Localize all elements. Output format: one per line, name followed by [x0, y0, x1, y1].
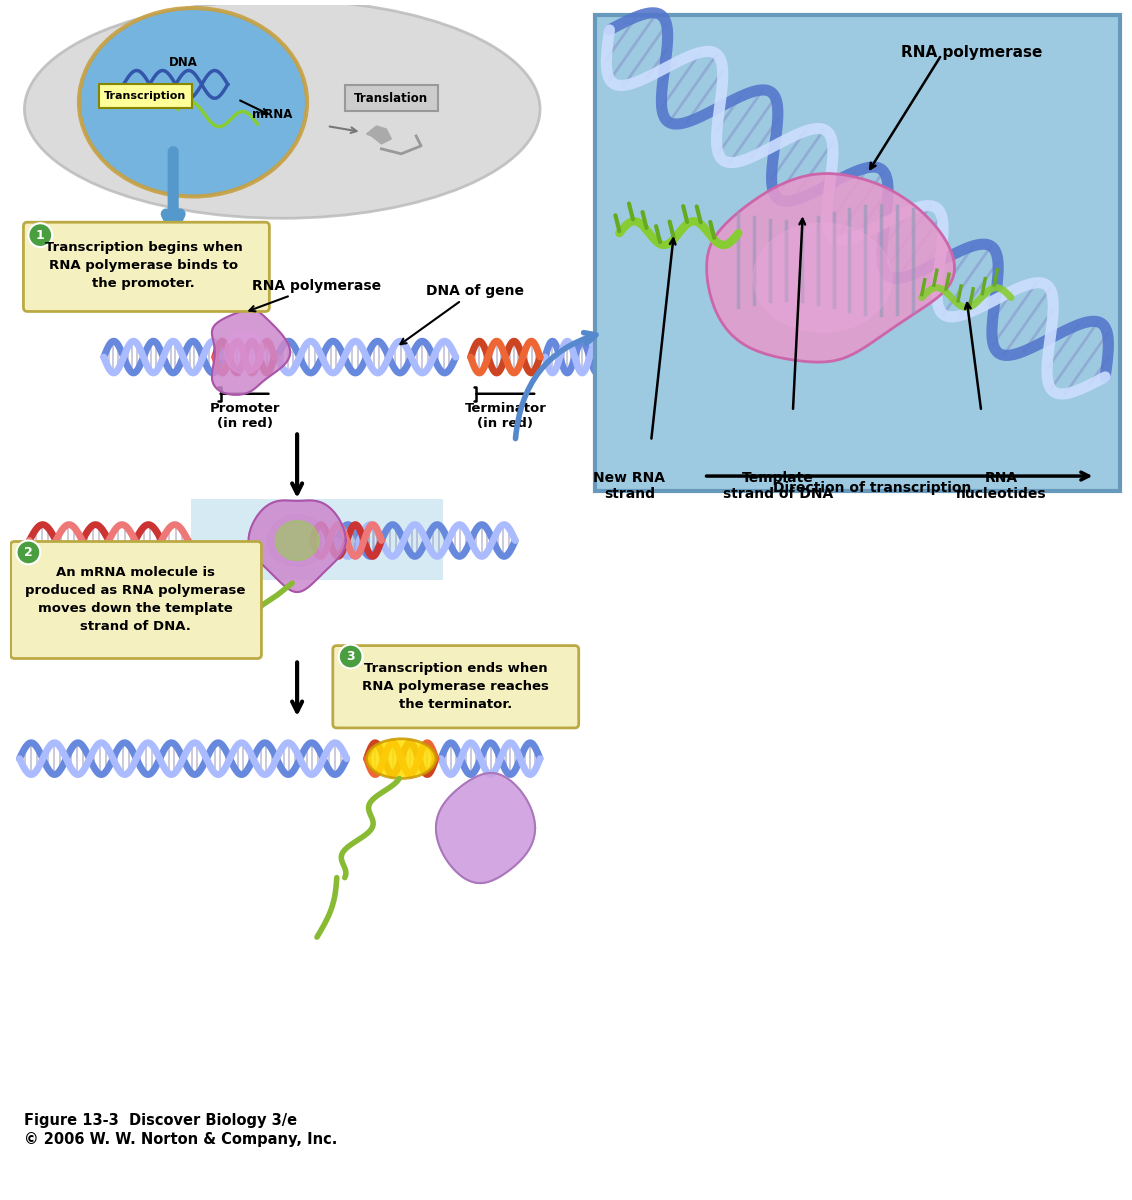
Polygon shape — [706, 174, 954, 362]
FancyBboxPatch shape — [594, 14, 1120, 491]
Text: 2: 2 — [24, 546, 33, 559]
Text: © 2006 W. W. Norton & Company, Inc.: © 2006 W. W. Norton & Company, Inc. — [25, 1133, 337, 1147]
Text: DNA of gene: DNA of gene — [401, 283, 524, 344]
Circle shape — [28, 223, 52, 247]
Text: 3: 3 — [346, 650, 355, 664]
Text: DNA: DNA — [169, 56, 197, 70]
Text: RNA polymerase: RNA polymerase — [901, 44, 1043, 60]
Ellipse shape — [79, 8, 307, 197]
Polygon shape — [249, 500, 345, 592]
Polygon shape — [267, 515, 327, 566]
Ellipse shape — [25, 0, 540, 218]
Polygon shape — [275, 521, 319, 560]
Text: Promoter
(in red): Promoter (in red) — [209, 402, 280, 430]
Text: RNA
nucleotides: RNA nucleotides — [955, 472, 1046, 502]
Text: Transcription ends when
RNA polymerase reaches
the terminator.: Transcription ends when RNA polymerase r… — [362, 661, 549, 710]
Ellipse shape — [367, 739, 436, 779]
Text: Template
strand of DNA: Template strand of DNA — [723, 472, 833, 502]
Text: New RNA
strand: New RNA strand — [593, 472, 666, 502]
Text: Transcription begins when
RNA polymerase binds to
the promoter.: Transcription begins when RNA polymerase… — [44, 241, 242, 290]
FancyBboxPatch shape — [191, 499, 443, 580]
Text: Transcription: Transcription — [104, 91, 187, 101]
Text: Figure 13-3  Discover Biology 3/e: Figure 13-3 Discover Biology 3/e — [25, 1112, 298, 1128]
Polygon shape — [225, 330, 265, 374]
Polygon shape — [367, 126, 392, 144]
FancyBboxPatch shape — [98, 84, 192, 108]
FancyBboxPatch shape — [333, 646, 578, 728]
Text: Translation: Translation — [354, 91, 428, 104]
Text: Direction of transcription: Direction of transcription — [773, 481, 971, 496]
Circle shape — [17, 540, 41, 564]
Text: An mRNA molecule is
produced as RNA polymerase
moves down the template
strand of: An mRNA molecule is produced as RNA poly… — [25, 566, 246, 634]
Text: RNA polymerase: RNA polymerase — [249, 278, 381, 311]
Text: mRNA: mRNA — [252, 108, 293, 121]
FancyBboxPatch shape — [345, 85, 438, 112]
Text: Terminator
(in red): Terminator (in red) — [464, 402, 547, 430]
Polygon shape — [753, 223, 892, 332]
Polygon shape — [212, 310, 290, 395]
FancyBboxPatch shape — [10, 541, 261, 659]
Text: 1: 1 — [36, 229, 44, 241]
Polygon shape — [436, 773, 535, 883]
Circle shape — [338, 644, 362, 668]
FancyBboxPatch shape — [24, 222, 269, 312]
